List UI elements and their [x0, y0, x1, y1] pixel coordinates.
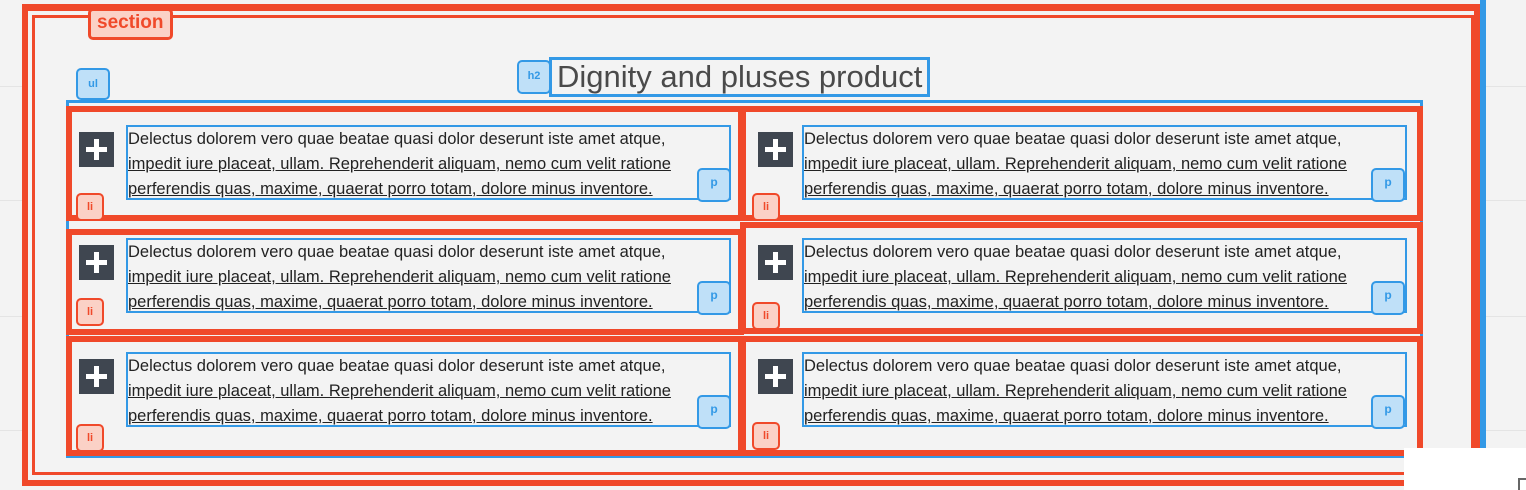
- p-tag: p: [697, 168, 731, 202]
- p-tag: p: [1371, 281, 1405, 315]
- p-tag: p: [1371, 395, 1405, 429]
- li-tag: li: [76, 298, 104, 326]
- section-heading: Dignity and pluses product: [549, 57, 931, 97]
- list-item: Delectus dolorem vero quae beatae quasi …: [66, 336, 744, 456]
- li-tag: li: [752, 302, 780, 330]
- plus-icon[interactable]: [758, 359, 793, 394]
- ul-tag: ul: [76, 68, 110, 100]
- p-tag: p: [1371, 168, 1405, 202]
- p-tag: p: [697, 395, 731, 429]
- list-item: Delectus dolorem vero quae beatae quasi …: [66, 106, 744, 221]
- item-paragraph: Delectus dolorem vero quae beatae quasi …: [802, 125, 1407, 200]
- item-paragraph: Delectus dolorem vero quae beatae quasi …: [802, 352, 1407, 427]
- section-inner-outline: [32, 15, 1474, 475]
- plus-icon[interactable]: [79, 245, 114, 280]
- item-paragraph: Delectus dolorem vero quae beatae quasi …: [126, 238, 731, 313]
- plus-icon[interactable]: [79, 132, 114, 167]
- list-item: Delectus dolorem vero quae beatae quasi …: [740, 106, 1423, 221]
- li-tag: li: [76, 424, 104, 452]
- list-item: Delectus dolorem vero quae beatae quasi …: [740, 336, 1423, 456]
- overlay-panel: [1404, 448, 1526, 490]
- plus-icon[interactable]: [79, 359, 114, 394]
- list-item: Delectus dolorem vero quae beatae quasi …: [740, 222, 1423, 334]
- li-tag: li: [752, 193, 780, 221]
- outer-container-outline: [20, 0, 1486, 488]
- h2-tag: h2: [517, 60, 551, 94]
- resize-handle-icon[interactable]: [1518, 478, 1526, 490]
- section-tag: section: [88, 8, 173, 40]
- li-tag: li: [76, 193, 104, 221]
- p-tag: p: [697, 281, 731, 315]
- list-item: Delectus dolorem vero quae beatae quasi …: [66, 229, 744, 335]
- plus-icon[interactable]: [758, 245, 793, 280]
- item-paragraph: Delectus dolorem vero quae beatae quasi …: [802, 238, 1407, 313]
- plus-icon[interactable]: [758, 132, 793, 167]
- item-paragraph: Delectus dolorem vero quae beatae quasi …: [126, 125, 731, 200]
- item-paragraph: Delectus dolorem vero quae beatae quasi …: [126, 352, 731, 427]
- li-tag: li: [752, 422, 780, 450]
